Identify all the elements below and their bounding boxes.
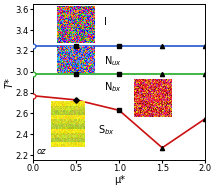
Y-axis label: T*: T* <box>4 77 14 88</box>
Text: N$_{bx}$: N$_{bx}$ <box>104 80 121 94</box>
Text: I: I <box>104 17 106 27</box>
Text: N$_{ux}$: N$_{ux}$ <box>104 54 121 68</box>
Text: S$_{bx}$: S$_{bx}$ <box>98 123 114 137</box>
X-axis label: μ*: μ* <box>114 175 125 185</box>
Text: oz: oz <box>37 147 46 156</box>
